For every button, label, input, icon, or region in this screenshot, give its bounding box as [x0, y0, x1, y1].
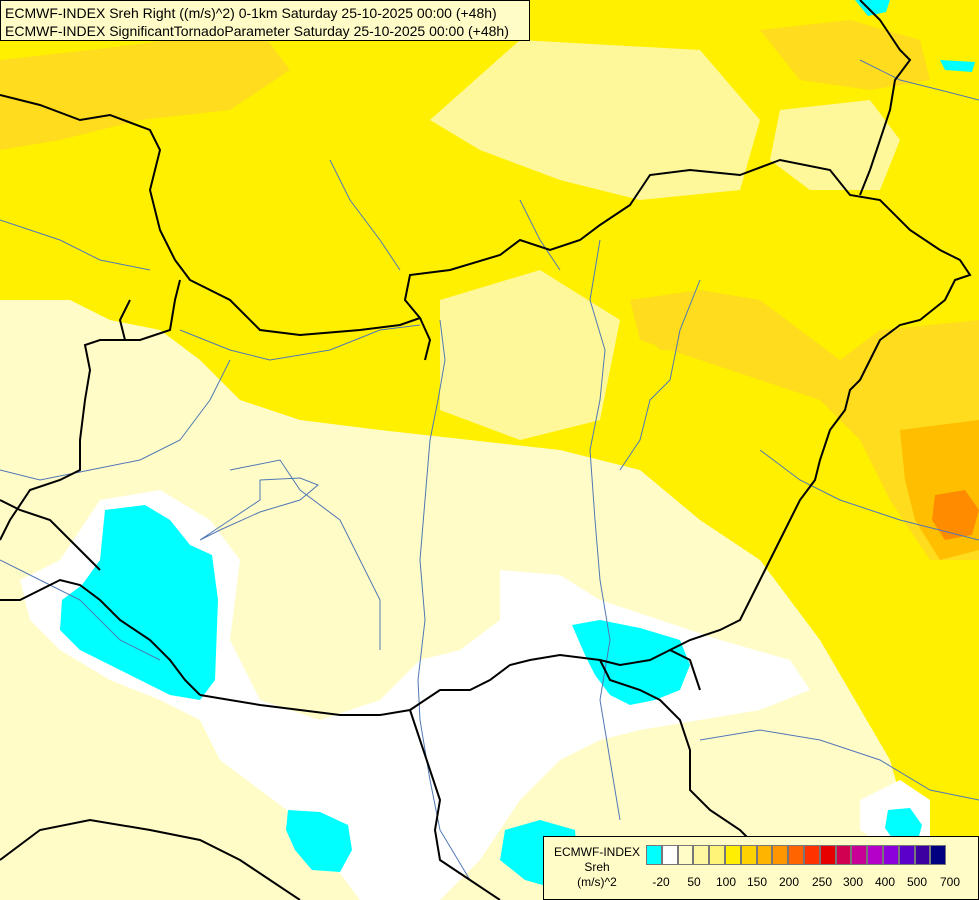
- legend-tick-label: 100: [715, 875, 737, 889]
- legend-swatch: [772, 845, 789, 865]
- legend-ticks: -20 50 100 150 200 250 300 400 500 700: [544, 875, 979, 891]
- white-region-south: [20, 490, 810, 900]
- legend-title-line1: ECMWF-INDEX: [554, 845, 640, 859]
- title-line-sreh: ECMWF-INDEX Sreh Right ((m/s)^2) 0-1km S…: [5, 5, 497, 21]
- legend-swatch: [819, 845, 836, 865]
- legend-swatch: [930, 845, 947, 865]
- cyan-region-west: [60, 505, 218, 700]
- gold-region-northwest: [0, 30, 290, 150]
- legend-tick-label: 50: [687, 875, 701, 889]
- legend-swatch: [851, 845, 868, 865]
- legend-tick-label: 150: [746, 875, 768, 889]
- legend-swatch: [709, 845, 725, 865]
- light-yellow-north: [430, 40, 760, 200]
- legend-swatch: [803, 845, 820, 865]
- gold-region-northeast: [760, 20, 930, 90]
- legend-tick-label: 500: [906, 875, 928, 889]
- cyan-region-topright: [940, 60, 975, 72]
- light-yellow-central: [440, 270, 620, 440]
- gold-patch-center: [640, 290, 730, 350]
- legend-swatch: [677, 845, 694, 865]
- legend-swatch: [898, 845, 915, 865]
- map-title-box: ECMWF-INDEX Sreh Right ((m/s)^2) 0-1km S…: [0, 0, 530, 41]
- legend-tick-label: 250: [811, 875, 833, 889]
- cyan-region-southeast: [885, 808, 922, 842]
- title-line-stp: ECMWF-INDEX SignificantTornadoParameter …: [5, 23, 509, 39]
- legend-swatch: [740, 845, 757, 865]
- color-legend: ECMWF-INDEX Sreh (m/s)^2 -20 50 100 150 200 2…: [543, 836, 979, 900]
- legend-tick-label: -20: [652, 875, 670, 889]
- legend-title: ECMWF-INDEX Sreh (m/s)^2: [550, 845, 644, 890]
- legend-swatch: [867, 845, 883, 865]
- legend-swatch: [756, 845, 773, 865]
- legend-title-line2: Sreh: [584, 860, 610, 874]
- legend-title-line3: (m/s)^2: [577, 875, 617, 889]
- legend-swatch: [693, 845, 710, 865]
- legend-tick-label: 700: [939, 875, 961, 889]
- legend-swatch: [882, 845, 899, 865]
- river-network: [0, 59, 979, 881]
- legend-swatch: [914, 845, 931, 865]
- cyan-region-southwest: [286, 810, 352, 872]
- legend-swatch: [646, 845, 662, 865]
- legend-swatch: [788, 845, 804, 865]
- legend-tick-label: 400: [874, 875, 896, 889]
- legend-swatch: [661, 845, 678, 865]
- gold-region-east: [630, 290, 979, 560]
- legend-tick-label: 300: [842, 875, 864, 889]
- dark-orange-spot: [932, 490, 979, 540]
- legend-swatch: [724, 845, 741, 865]
- light-yellow-patch-2: [770, 100, 900, 190]
- legend-swatch: [835, 845, 852, 865]
- legend-tick-label: 200: [778, 875, 800, 889]
- legend-swatches: [646, 845, 947, 865]
